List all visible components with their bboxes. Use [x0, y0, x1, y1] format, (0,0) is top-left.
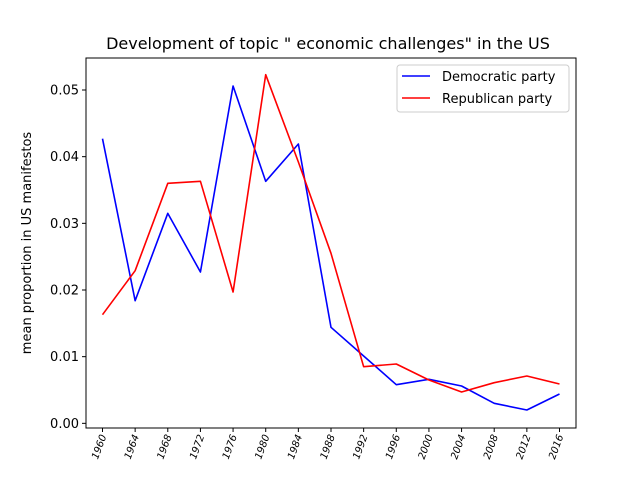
y-axis-label: mean proportion in US manifestos: [20, 132, 35, 355]
x-tick-label: 1960: [90, 433, 109, 461]
x-axis: 1960 1964 1968 1972 1976 1980 1984 1988 1992 1996…: [90, 428, 566, 461]
legend-label: Republican party: [442, 92, 553, 107]
x-tick-label: 1980: [253, 433, 272, 461]
x-tick-label: 1992: [351, 433, 370, 461]
x-tick-label: 1976: [221, 433, 240, 461]
x-tick-label: 1968: [156, 433, 175, 461]
x-tick-label: 2008: [482, 433, 501, 461]
series-line-republican: [101, 73, 560, 393]
y-axis: 0.00 0.01 0.02 0.03 0.04 0.05: [50, 84, 86, 432]
chart-title: Development of topic " economic challeng…: [106, 34, 550, 53]
x-tick-label: 2000: [417, 433, 436, 461]
x-tick-label: 1988: [319, 433, 338, 461]
series-line-democratic: [101, 85, 560, 411]
x-tick-label: 1996: [384, 433, 403, 461]
y-tick-label: 0.00: [50, 417, 79, 432]
x-tick-label: 2012: [515, 433, 534, 461]
y-tick-label: 0.01: [50, 350, 79, 365]
legend: Democratic party Republican party: [396, 64, 570, 113]
x-tick-label: 1964: [123, 433, 142, 461]
x-tick-label: 2004: [449, 433, 468, 461]
y-tick-label: 0.02: [50, 284, 79, 299]
y-tick-label: 0.05: [50, 84, 79, 99]
x-tick-label: 1984: [286, 433, 305, 461]
plot-area: [85, 57, 577, 429]
x-tick-label: 1972: [188, 433, 207, 461]
legend-label: Democratic party: [442, 70, 556, 85]
x-tick-label: 2016: [547, 433, 566, 461]
y-tick-label: 0.04: [50, 150, 79, 165]
legend-box: [396, 64, 570, 113]
series-layer: [101, 73, 560, 411]
y-tick-label: 0.03: [50, 217, 79, 232]
